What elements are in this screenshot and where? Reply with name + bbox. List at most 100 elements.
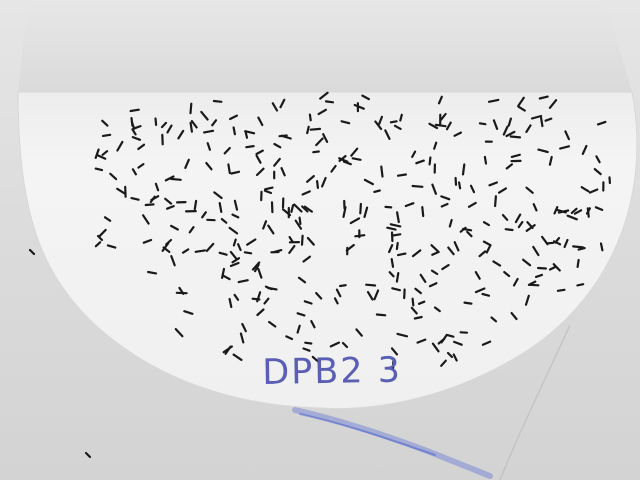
seed [413, 315, 423, 320]
seed [94, 241, 102, 248]
seed [303, 205, 313, 213]
ink-smear-core [299, 413, 436, 456]
seed [142, 238, 153, 244]
seed [294, 219, 303, 230]
seed [106, 244, 117, 249]
seed [273, 157, 281, 167]
seed [256, 308, 265, 317]
seed [440, 359, 447, 367]
seed [288, 236, 294, 243]
seed [363, 178, 374, 186]
seed [205, 161, 213, 171]
seed [244, 130, 256, 135]
seed [150, 195, 160, 202]
seed [228, 226, 239, 235]
seed [321, 176, 327, 188]
seed [532, 203, 538, 212]
seed [538, 95, 549, 100]
seed [271, 102, 279, 112]
seed [306, 236, 315, 246]
seed [233, 199, 239, 211]
seed [96, 154, 107, 160]
seed [501, 214, 509, 221]
seed [257, 116, 264, 127]
seed [160, 121, 168, 129]
seed [384, 129, 391, 140]
seed [94, 148, 100, 159]
seed [512, 277, 519, 287]
seed [577, 247, 586, 251]
seed [264, 285, 273, 291]
seed [363, 206, 369, 218]
seed [557, 209, 570, 214]
seed [478, 250, 487, 258]
seed [129, 108, 140, 113]
seed [384, 205, 393, 209]
seed [396, 211, 400, 224]
seed [395, 272, 400, 283]
seed [595, 155, 601, 164]
seed [203, 129, 215, 134]
seed [388, 271, 395, 278]
seed [537, 148, 549, 154]
seed [433, 306, 441, 313]
seed [164, 175, 175, 182]
seed [251, 297, 261, 301]
seed [548, 99, 558, 109]
seed [390, 347, 399, 356]
seed [428, 156, 432, 166]
seed [194, 249, 206, 253]
seed [482, 240, 492, 247]
seed [255, 167, 265, 177]
seed [244, 131, 249, 139]
seed [306, 175, 315, 183]
seed [237, 279, 249, 284]
seed [239, 332, 245, 344]
seed [564, 130, 571, 141]
seed [301, 190, 311, 196]
seed [96, 234, 104, 242]
seed [488, 181, 498, 187]
seed [211, 119, 218, 127]
seed [317, 108, 327, 116]
seed [335, 288, 342, 298]
seed [142, 214, 150, 225]
seed [510, 153, 521, 158]
seed [526, 221, 534, 229]
seed [189, 102, 193, 115]
seed [588, 188, 599, 194]
seed [301, 205, 309, 213]
seed [570, 207, 578, 214]
seed [164, 197, 173, 205]
seed [497, 187, 507, 194]
seed [389, 223, 402, 228]
seed [428, 282, 438, 288]
seed [309, 127, 322, 131]
seed [576, 283, 585, 287]
seed [285, 335, 294, 341]
seed [553, 206, 559, 215]
seed [487, 98, 500, 103]
seed [189, 121, 193, 133]
seed [201, 211, 207, 219]
filter-paper [17, 91, 638, 410]
seed [361, 94, 370, 101]
seed [532, 245, 540, 257]
seed [165, 238, 173, 246]
seed [94, 167, 104, 172]
seed [566, 214, 578, 221]
seed [109, 172, 118, 181]
seed [594, 206, 604, 211]
seed [227, 163, 231, 175]
seed [430, 269, 439, 276]
seed [548, 155, 553, 166]
seed [492, 119, 499, 130]
seed [350, 147, 359, 157]
seed [492, 260, 502, 267]
seed [474, 287, 486, 294]
seed [576, 258, 580, 268]
seed [415, 159, 425, 165]
seed [223, 146, 231, 155]
seed [222, 345, 233, 354]
seed [178, 286, 185, 295]
